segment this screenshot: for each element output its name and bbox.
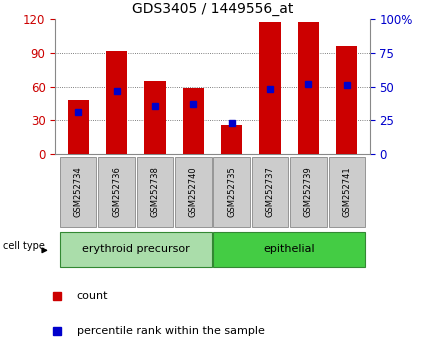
Bar — [68, 100, 89, 154]
Bar — [298, 22, 319, 154]
Text: GSM252736: GSM252736 — [112, 167, 121, 217]
Bar — [137, 157, 173, 227]
Text: epithelial: epithelial — [264, 244, 315, 254]
Bar — [99, 157, 135, 227]
Text: cell type: cell type — [3, 241, 45, 251]
Text: GSM252738: GSM252738 — [150, 167, 159, 217]
Bar — [329, 157, 365, 227]
Bar — [221, 125, 242, 154]
Bar — [60, 232, 212, 267]
Text: GSM252741: GSM252741 — [342, 167, 351, 217]
Text: GSM252734: GSM252734 — [74, 167, 83, 217]
Bar — [183, 88, 204, 154]
Text: GSM252740: GSM252740 — [189, 167, 198, 217]
Bar — [175, 157, 212, 227]
Bar — [336, 46, 357, 154]
Text: percentile rank within the sample: percentile rank within the sample — [76, 326, 264, 336]
Bar — [106, 51, 127, 154]
Bar — [144, 81, 165, 154]
Bar — [213, 157, 250, 227]
Text: count: count — [76, 291, 108, 301]
Text: GSM252735: GSM252735 — [227, 167, 236, 217]
Text: GSM252737: GSM252737 — [266, 167, 275, 217]
Bar — [213, 232, 365, 267]
Text: GSM252739: GSM252739 — [304, 167, 313, 217]
Bar — [290, 157, 326, 227]
Title: GDS3405 / 1449556_at: GDS3405 / 1449556_at — [132, 2, 293, 16]
Bar — [260, 22, 280, 154]
Bar — [60, 157, 96, 227]
Bar — [252, 157, 288, 227]
Text: erythroid precursor: erythroid precursor — [82, 244, 190, 254]
